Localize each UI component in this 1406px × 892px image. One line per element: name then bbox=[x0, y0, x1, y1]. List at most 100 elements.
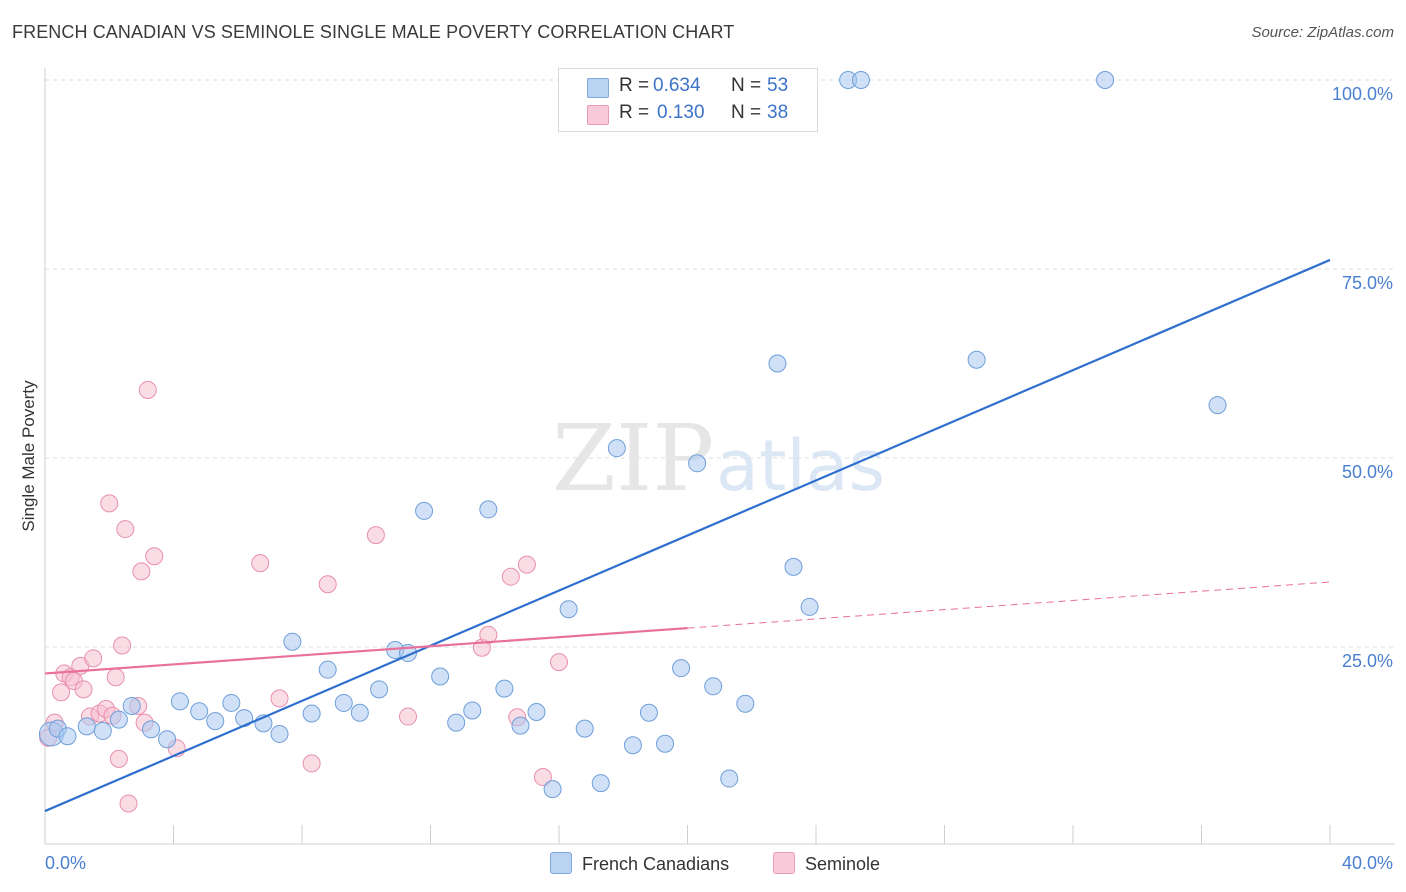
french-canadian-point bbox=[415, 501, 434, 520]
axes bbox=[44, 68, 1395, 845]
french-canadian-point bbox=[495, 679, 514, 698]
x-tick-label: 40.0% bbox=[1342, 853, 1393, 873]
french-canadian-point bbox=[511, 716, 530, 735]
seminole-point bbox=[550, 653, 568, 672]
legend: R = 0.634 N = 53 R = 0.130 N = 38 bbox=[558, 68, 818, 132]
french-canadian-point bbox=[58, 727, 77, 746]
seminole-point bbox=[116, 520, 135, 539]
french-canadian-points bbox=[38, 71, 1227, 799]
legend-r-label: R = bbox=[619, 75, 650, 96]
y-tick-label: 50.0% bbox=[1342, 462, 1393, 482]
french-canadian-point bbox=[656, 734, 675, 753]
x-tick-label: 0.0% bbox=[45, 853, 86, 873]
french-canadian-point bbox=[543, 780, 562, 799]
french-canadian-point bbox=[142, 720, 161, 739]
legend-swatch-blue bbox=[587, 78, 609, 98]
french-canadian-point bbox=[302, 704, 321, 723]
seminole-trend-extension bbox=[687, 581, 1331, 629]
french-canadian-point bbox=[77, 717, 96, 736]
french-canadian-point bbox=[1096, 71, 1115, 89]
seminole-point bbox=[517, 555, 536, 574]
seminole-point bbox=[399, 707, 418, 726]
legend-r-value: 0.130 bbox=[657, 102, 705, 123]
french-canadian-point bbox=[109, 710, 128, 729]
french-canadian-point bbox=[93, 721, 112, 740]
french-canadian-point bbox=[527, 703, 546, 722]
seminole-point bbox=[106, 668, 125, 687]
french-canadian-point bbox=[270, 724, 289, 743]
bottom-legend-seminole: Seminole bbox=[773, 852, 880, 875]
french-canadian-point bbox=[591, 774, 610, 793]
watermark-atlas: atlas bbox=[716, 425, 885, 507]
seminole-point bbox=[318, 575, 337, 594]
french-canadian-point bbox=[559, 600, 578, 619]
y-tick-label: 75.0% bbox=[1342, 273, 1393, 293]
legend-n-value: 38 bbox=[767, 102, 789, 123]
french-canadian-point bbox=[967, 350, 986, 369]
french-canadian-point bbox=[704, 677, 723, 696]
seminole-point bbox=[501, 567, 520, 586]
bottom-legend-french-canadians: French Canadians bbox=[550, 852, 729, 875]
seminole-point bbox=[138, 380, 157, 399]
source-label: Source: ZipAtlas.com bbox=[1251, 24, 1394, 41]
trend-lines bbox=[44, 258, 1331, 813]
seminole-point bbox=[270, 689, 289, 708]
bottom-legend-swatch-pink bbox=[773, 852, 795, 874]
french-canadian-point bbox=[206, 712, 225, 731]
seminole-point bbox=[145, 547, 164, 566]
french-canadian-point bbox=[370, 680, 389, 699]
french-canadian-point bbox=[672, 659, 691, 678]
french-canadian-point bbox=[283, 632, 302, 651]
legend-n-label: N = bbox=[731, 75, 762, 96]
watermark-zip: ZIP bbox=[552, 405, 714, 512]
french-canadian-point bbox=[720, 769, 739, 788]
seminole-point bbox=[302, 754, 321, 773]
gridlines bbox=[45, 79, 1395, 648]
seminole-point bbox=[52, 683, 71, 702]
bottom-legend-label: French Canadians bbox=[582, 854, 730, 874]
french-canadian-point bbox=[447, 713, 466, 732]
french-canadian-point bbox=[623, 736, 642, 755]
french-canadian-point bbox=[158, 730, 177, 749]
french-canadian-point bbox=[736, 694, 755, 713]
seminole-point bbox=[366, 526, 385, 545]
seminole-trend-line bbox=[44, 627, 688, 675]
french-canadian-point bbox=[431, 667, 450, 686]
seminole-points bbox=[39, 380, 568, 813]
seminole-point bbox=[479, 625, 498, 644]
french-canadian-point bbox=[607, 439, 626, 458]
french-canadian-point bbox=[575, 719, 594, 738]
y-tick-label: 25.0% bbox=[1342, 651, 1393, 671]
french-canadian-point bbox=[334, 693, 353, 712]
french-canadian-point bbox=[122, 696, 141, 715]
french-canadian-point bbox=[222, 693, 241, 712]
chart-title: FRENCH CANADIAN VS SEMINOLE SINGLE MALE … bbox=[12, 22, 735, 42]
bottom-legend-swatch-blue bbox=[550, 852, 572, 874]
french-canadian-point bbox=[350, 703, 369, 722]
seminole-point bbox=[251, 554, 270, 573]
french-canadian-point bbox=[479, 500, 498, 519]
watermark: ZIP atlas bbox=[552, 405, 885, 512]
french-canadian-point bbox=[1208, 396, 1227, 415]
french-canadian-point bbox=[800, 597, 819, 616]
french-canadian-trend-line bbox=[44, 258, 1331, 813]
y-axis-label: Single Male Poverty bbox=[19, 380, 38, 532]
seminole-point bbox=[533, 768, 552, 787]
seminole-point bbox=[74, 680, 93, 699]
seminole-point bbox=[100, 494, 119, 513]
seminole-point bbox=[109, 749, 128, 768]
seminole-point bbox=[113, 636, 132, 655]
legend-n-label: N = bbox=[731, 102, 762, 123]
french-canadian-point bbox=[190, 702, 209, 721]
french-canadian-point bbox=[463, 701, 482, 720]
french-canadian-point bbox=[318, 660, 337, 679]
seminole-point bbox=[132, 562, 151, 581]
french-canadian-point bbox=[784, 557, 803, 576]
bottom-legend-label: Seminole bbox=[805, 854, 881, 874]
french-canadian-point bbox=[851, 71, 870, 89]
french-canadian-point bbox=[170, 692, 189, 711]
french-canadian-point bbox=[688, 454, 707, 473]
y-tick-label: 100.0% bbox=[1332, 84, 1393, 104]
french-canadian-point bbox=[639, 703, 658, 722]
